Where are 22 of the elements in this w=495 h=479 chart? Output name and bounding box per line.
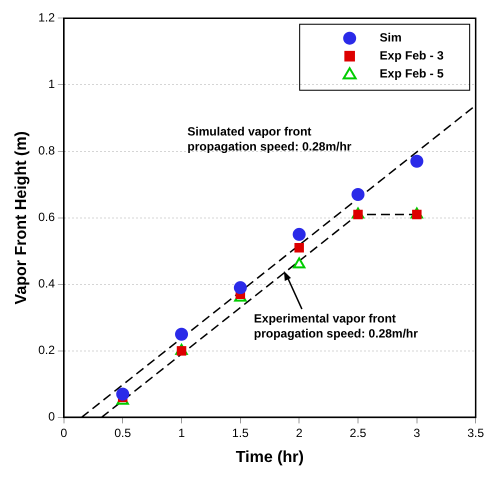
y-tick-label: 0.4: [38, 276, 56, 291]
y-tick-label: 0.8: [38, 144, 56, 158]
x-tick-label: 0: [60, 426, 68, 440]
x-tick-label: 3.5: [467, 426, 484, 440]
legend-label: Exp Feb - 3: [380, 48, 444, 63]
y-tick-label: 1.2: [38, 10, 56, 25]
y-tick-label: 0.6: [38, 210, 56, 224]
legend-label: Exp Feb - 5: [380, 66, 444, 81]
y-tick-label: 1: [48, 77, 56, 92]
annotation: Experimental vapor front propagation speed: 0.28m/hr: [254, 311, 418, 340]
x-tick-label: 2: [296, 426, 303, 440]
x-tick-label: 3: [413, 426, 420, 440]
legend-label: Sim: [380, 30, 402, 45]
y-tick-label: 0.2: [38, 343, 56, 358]
x-tick-label: 2.5: [350, 426, 367, 440]
y-tick-label: 0: [48, 410, 56, 424]
x-tick-label: 1: [178, 426, 186, 440]
x-tick-label: 1.5: [232, 426, 250, 440]
x-axis-title: Time (hr): [236, 448, 304, 466]
x-tick-label: 0.5: [114, 426, 132, 440]
y-axis-title: Vapor Front Height (m): [13, 131, 30, 304]
annotation: Simulated vapor front propagation speed: 0.28m/hr: [187, 124, 352, 154]
